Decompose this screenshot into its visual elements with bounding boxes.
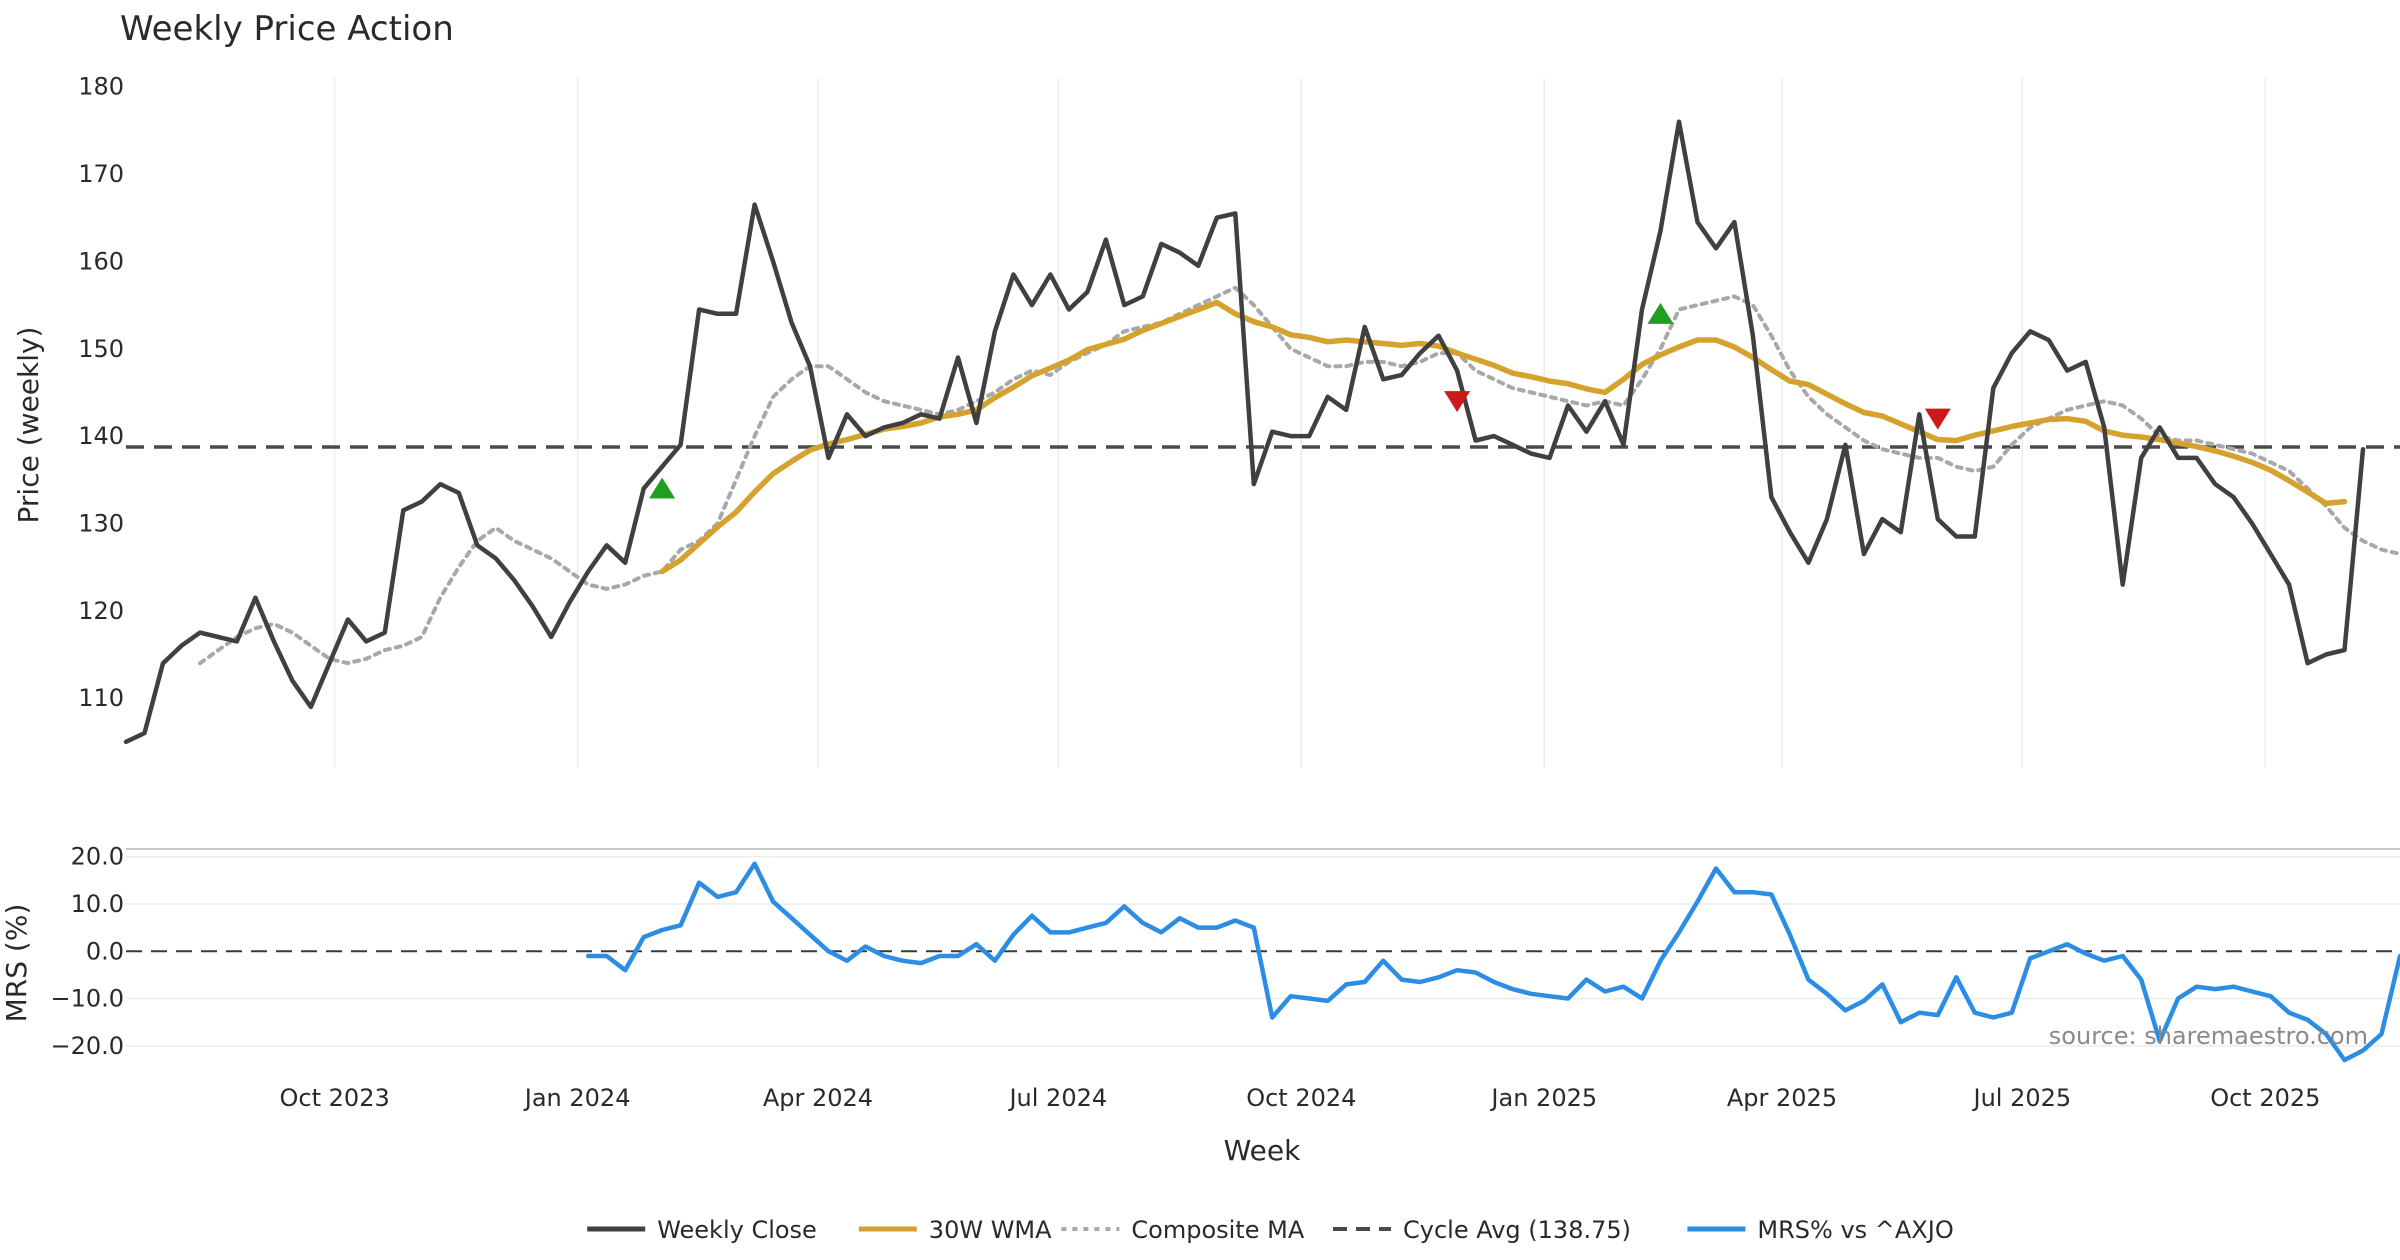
price-panel: 110 120 130 140 150 160 170 180 Price (weekly) — [12, 73, 2400, 768]
mrs-y-tick-20: 20.0 — [71, 843, 124, 871]
legend-item-30w-wma: 30W WMA — [858, 1216, 1052, 1244]
chart-title: Weekly Price Action — [120, 9, 454, 49]
price-series — [123, 119, 2400, 745]
legend-label-mrs-vs-axjo: MRS% vs ^AXJO — [1757, 1216, 1953, 1244]
price-y-tick-160: 160 — [78, 247, 124, 275]
series-mrs-vs-axjo — [585, 861, 2400, 1063]
signal-markers — [649, 302, 1951, 499]
x-axis: Oct 2023 Jan 2024 Apr 2024 Jul 2024 Oct 2024… — [280, 1084, 2321, 1112]
legend: Weekly Close 30W WMA Composite MA Cycle Avg… — [587, 1216, 1954, 1244]
mrs-y-axis-title: MRS (%) — [0, 904, 33, 1023]
source-label: source: sharemaestro.com — [2049, 1022, 2368, 1050]
x-tick-label-jan-2025: Jan 2025 — [1489, 1084, 1597, 1112]
series-weekly-close — [123, 119, 2366, 745]
price-gridlines — [333, 78, 2267, 768]
legend-item-mrs-vs-axjo: MRS% vs ^AXJO — [1687, 1216, 1954, 1244]
legend-item-composite-ma: Composite MA — [1061, 1216, 1305, 1244]
mrs-gridlines — [126, 855, 2400, 1047]
legend-label-30w-wma: 30W WMA — [929, 1216, 1052, 1244]
price-y-tick-120: 120 — [78, 597, 124, 625]
sell-signal-marker-4 — [1924, 408, 1951, 430]
series-composite-ma — [198, 285, 2400, 666]
mrs-y-tick-10: 10.0 — [71, 890, 124, 918]
price-y-axis: 110 120 130 140 150 160 170 180 — [78, 73, 124, 712]
mrs-y-tick-20: −20.0 — [50, 1032, 124, 1060]
sell-signal-marker-2 — [1444, 391, 1471, 413]
mrs-y-tick-10: −10.0 — [50, 985, 124, 1013]
mrs-panel: 20.0 10.0 0.0 −10.0 −20.0 MRS (%) — [0, 843, 2400, 1063]
mrs-y-axis: 20.0 10.0 0.0 −10.0 −20.0 — [50, 843, 124, 1060]
buy-signal-marker-1 — [649, 477, 676, 499]
x-tick-label-oct-2025: Oct 2025 — [2210, 1084, 2320, 1112]
legend-label-cycle-avg-138-75: Cycle Avg (138.75) — [1403, 1216, 1631, 1244]
price-y-tick-110: 110 — [78, 684, 124, 712]
buy-signal-marker-3 — [1647, 302, 1674, 324]
x-tick-label-jul-2025: Jul 2025 — [1971, 1084, 2071, 1112]
x-tick-label-apr-2025: Apr 2025 — [1727, 1084, 1837, 1112]
legend-item-cycle-avg-138-75: Cycle Avg (138.75) — [1333, 1216, 1631, 1244]
mrs-series — [585, 861, 2400, 1063]
x-tick-label-jul-2024: Jul 2024 — [1007, 1084, 1107, 1112]
x-tick-label-apr-2024: Apr 2024 — [763, 1084, 873, 1112]
legend-item-weekly-close: Weekly Close — [587, 1216, 817, 1244]
x-tick-label-oct-2023: Oct 2023 — [280, 1084, 390, 1112]
series-30w-wma — [659, 299, 2348, 575]
x-tick-label-oct-2024: Oct 2024 — [1246, 1084, 1356, 1112]
price-y-tick-150: 150 — [78, 335, 124, 363]
x-tick-label-jan-2024: Jan 2024 — [523, 1084, 631, 1112]
legend-label-weekly-close: Weekly Close — [657, 1216, 817, 1244]
price-y-tick-130: 130 — [78, 509, 124, 537]
price-y-tick-180: 180 — [78, 73, 124, 101]
mrs-y-tick-0: 0.0 — [86, 937, 124, 965]
price-y-axis-title: Price (weekly) — [12, 327, 45, 524]
price-y-tick-140: 140 — [78, 422, 124, 450]
price-y-tick-170: 170 — [78, 160, 124, 188]
legend-label-composite-ma: Composite MA — [1131, 1216, 1304, 1244]
x-axis-title: Week — [1224, 1134, 1301, 1167]
